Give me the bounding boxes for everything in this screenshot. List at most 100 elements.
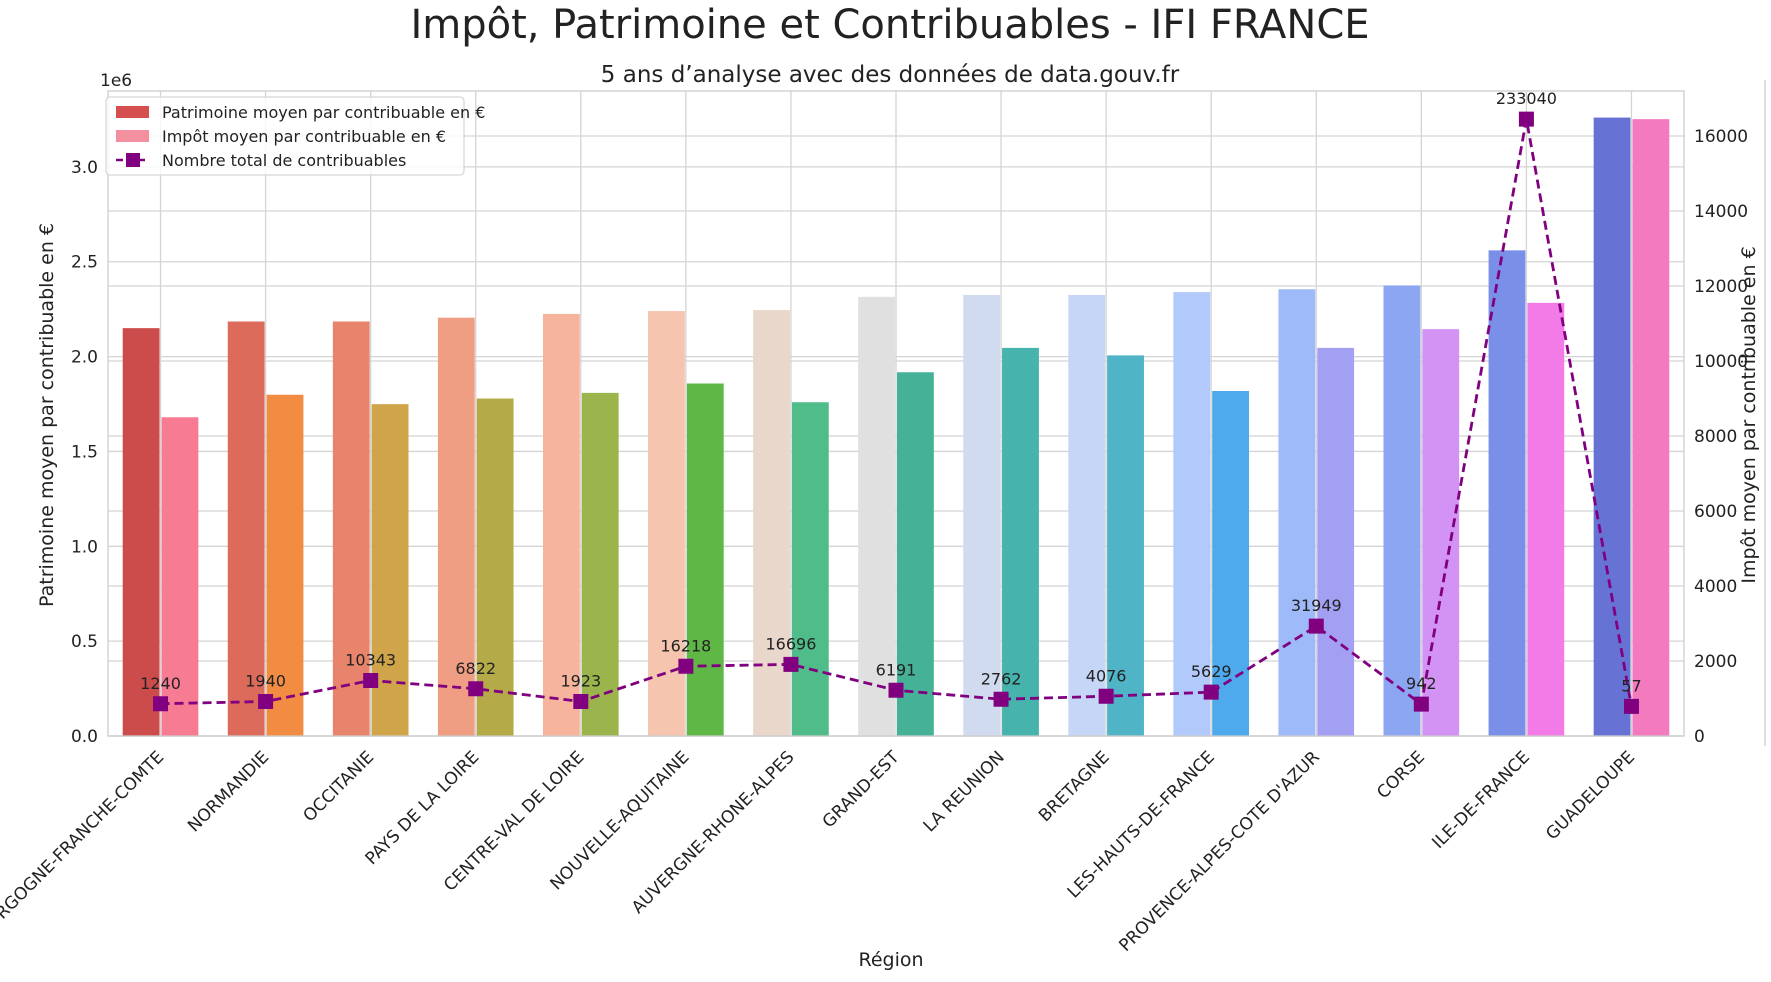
contribuables-marker [258, 694, 274, 709]
contribuables-data-label: 1240 [140, 674, 181, 693]
x-tick-label: NORMANDIE [184, 747, 273, 836]
x-tick-label: GRAND-EST [819, 747, 904, 832]
bar-impot [581, 392, 619, 736]
left-y-tick-label: 0.5 [71, 632, 98, 652]
contribuables-marker [363, 673, 379, 688]
left-y-axis-label: Patrimoine moyen par contribuable en € [36, 223, 58, 607]
bar-impot [1002, 347, 1039, 736]
bar-patrimoine [858, 296, 895, 736]
right-y-tick-label: 14000 [1694, 202, 1748, 222]
contribuables-marker [1203, 684, 1219, 700]
bar-patrimoine [1383, 285, 1421, 736]
bar-patrimoine [1593, 117, 1631, 736]
x-tick-label: CORSE [1373, 747, 1429, 803]
contribuables-data-label: 6822 [455, 659, 496, 678]
contribuables-data-label: 2762 [981, 669, 1022, 688]
left-axis-offset-text: 1e6 [100, 71, 132, 91]
bar-impot [266, 394, 304, 736]
right-y-tick-label: 16000 [1694, 127, 1748, 147]
right-y-tick-label: 4000 [1694, 577, 1737, 597]
contribuables-marker [1413, 696, 1429, 712]
right-y-tick-label: 2000 [1694, 652, 1737, 672]
contribuables-data-label: 1923 [560, 672, 601, 691]
x-tick-label: GUADELOUPE [1542, 747, 1639, 844]
right-y-tick-label: 6000 [1694, 502, 1737, 522]
contribuables-data-label: 6191 [876, 660, 917, 679]
legend-label-impot: Impôt moyen par contribuable en € [162, 127, 446, 146]
x-axis-label: Région [858, 949, 923, 971]
legend-marker-contribuables [126, 153, 140, 167]
left-y-tick-label: 0.0 [71, 727, 98, 747]
x-tick-label: ILE-DE-FRANCE [1428, 747, 1533, 852]
left-y-axis: 0.0 0.5 1.0 1.5 2.0 2.5 3.0 [71, 158, 98, 747]
contribuables-marker [468, 681, 484, 697]
legend-label-patrimoine: Patrimoine moyen par contribuable en € [162, 103, 485, 122]
plot-frame [107, 80, 1766, 746]
bar-impot [476, 398, 514, 736]
bar-impot [1527, 302, 1565, 736]
bar-patrimoine [122, 328, 160, 736]
right-y-axis-label: Impôt moyen par contribuable en € [1738, 246, 1760, 583]
contribuables-marker [153, 696, 169, 712]
contribuables-marker [1623, 698, 1639, 714]
right-y-tick-label: 10000 [1694, 352, 1748, 372]
contribuables-data-label: 57 [1621, 676, 1641, 695]
right-y-tick-label: 0 [1694, 727, 1705, 747]
bar-patrimoine [437, 317, 475, 736]
right-y-tick-label: 8000 [1694, 427, 1737, 447]
contribuables-marker [888, 682, 904, 698]
contribuables-marker [783, 656, 799, 672]
contribuables-data-label: 16218 [660, 636, 711, 655]
bar-impot [897, 372, 934, 736]
bar-impot [161, 417, 199, 736]
contribuables-marker [1098, 688, 1114, 704]
bars [122, 117, 1670, 736]
contribuables-marker [1308, 618, 1324, 634]
bar-patrimoine [542, 313, 580, 736]
x-tick-label: BOURGOGNE-FRANCHE-COMTE [0, 747, 168, 949]
bar-patrimoine [332, 321, 370, 736]
bar-impot [791, 402, 829, 736]
contribuables-data-label: 233040 [1496, 89, 1557, 108]
bar-patrimoine [227, 321, 265, 736]
contribuables-marker [993, 691, 1009, 707]
bar-impot [1212, 391, 1250, 736]
x-tick-label: LA REUNION [920, 747, 1009, 836]
left-y-tick-label: 2.5 [71, 253, 98, 273]
bar-impot [686, 383, 724, 736]
legend-label-contribuables: Nombre total de contribuables [162, 151, 406, 170]
left-y-tick-label: 2.0 [71, 348, 98, 368]
contribuables-data-label: 1940 [245, 672, 286, 691]
contribuables-marker [573, 694, 589, 709]
right-y-tick-label: 12000 [1694, 277, 1748, 297]
left-y-tick-label: 1.5 [71, 442, 98, 462]
legend: Patrimoine moyen par contribuable en € I… [105, 96, 485, 176]
bar-patrimoine [1173, 292, 1211, 736]
x-axis: BOURGOGNE-FRANCHE-COMTE NORMANDIE OCCITANI… [0, 747, 1639, 956]
bar-patrimoine [1278, 289, 1316, 736]
bar-impot [1107, 355, 1144, 736]
contribuables-data-label: 10343 [345, 651, 396, 670]
bar-impot [1632, 119, 1670, 736]
contribuables-data-label: 31949 [1291, 596, 1342, 615]
bar-patrimoine [753, 310, 790, 736]
left-y-tick-label: 3.0 [71, 158, 98, 178]
right-y-axis: 0 2000 4000 6000 8000 10000 12000 14000 16000 [1694, 127, 1748, 747]
plot-border [107, 90, 1685, 737]
x-tick-label: OCCITANIE [299, 747, 378, 826]
contribuables-data-label: 4076 [1086, 666, 1127, 685]
legend-box [105, 96, 465, 176]
contribuables-data-label: 5629 [1191, 662, 1232, 681]
bar-patrimoine [1068, 294, 1106, 736]
legend-swatch-patrimoine [116, 106, 149, 118]
contribuables-marker [678, 658, 694, 674]
x-tick-label: BRETAGNE [1035, 747, 1114, 826]
bar-impot [1317, 347, 1355, 736]
bar-patrimoine [963, 294, 1001, 736]
x-tick-label: PROVENCE-ALPES-COTE D'AZUR [1115, 747, 1324, 956]
legend-swatch-impot [116, 130, 149, 142]
x-tick-label: PAYS DE LA LOIRE [362, 747, 484, 869]
contribuables-marker [1518, 111, 1534, 127]
left-y-tick-label: 1.0 [71, 537, 98, 557]
